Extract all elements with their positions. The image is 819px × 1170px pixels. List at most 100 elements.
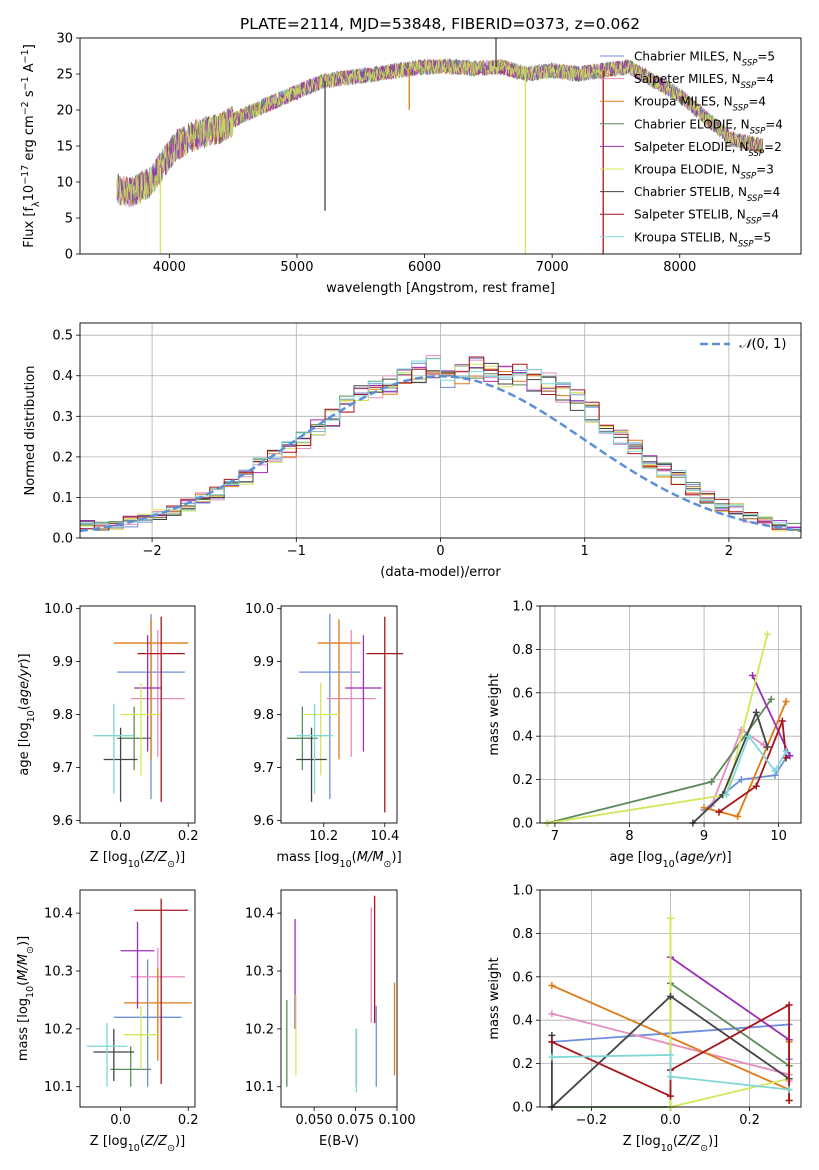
mass-weight-series-line <box>718 720 787 813</box>
legend-label: Chabrier STELIB, NSSP=4 <box>634 185 780 204</box>
y-axis-label-part: )] <box>17 653 32 663</box>
x-axis-label-part: ⊙ <box>384 859 392 870</box>
y-axis-label-part: −17 <box>20 165 31 185</box>
x-tick-label: 0.2 <box>178 829 199 844</box>
legend-label-n: =4 <box>763 185 781 199</box>
legend-label-sub: SSP <box>750 126 766 136</box>
mass-weight-marker <box>782 754 790 762</box>
x-axis-label-part: (data-model)/error <box>380 565 501 580</box>
x-axis-label-part: Z [log <box>90 850 128 865</box>
mass-weight-series-line <box>751 675 791 757</box>
y-tick-label: 9.8 <box>52 708 73 723</box>
legend-label-text: Kroupa ELODIE, N <box>634 163 741 177</box>
legend-label: Kroupa MILES, NSSP=4 <box>634 95 766 114</box>
mass-weight-marker <box>715 808 723 816</box>
legend-label-sub: SSP <box>738 239 754 249</box>
y-tick-label: 0.5 <box>52 329 73 344</box>
x-axis-label-part: )] <box>175 1134 185 1149</box>
y-tick-label: 1.0 <box>512 884 533 899</box>
x-tick-label: 7000 <box>536 260 569 275</box>
y-tick-label: 0.0 <box>52 532 73 547</box>
x-axis-label: E(B-V) <box>319 1134 359 1149</box>
x-axis-label-part: )] <box>392 850 402 865</box>
mass-weight-marker <box>548 1010 556 1018</box>
x-axis-label-part: Z [log <box>623 1134 661 1149</box>
x-axis-label-part: Z/Z <box>677 1134 701 1149</box>
axes-frame <box>79 322 802 539</box>
y-tick-label: 25 <box>56 68 73 83</box>
y-tick-label: 9.9 <box>253 655 274 670</box>
y-tick-label: 10.2 <box>44 1022 73 1037</box>
mass-weight-marker <box>752 708 760 716</box>
y-axis-label: mass weight <box>487 957 502 1039</box>
mass-weight-series-line <box>725 734 787 796</box>
legend-label-part: (0, 1) <box>751 337 786 352</box>
x-tick-label: 7 <box>551 829 559 844</box>
x-axis-label: (data-model)/error <box>380 565 501 580</box>
x-tick-label: 5000 <box>280 260 313 275</box>
mass-weight-marker <box>782 747 790 755</box>
x-axis-label-part: 10 <box>661 1143 673 1154</box>
residual-histogram-step <box>80 358 801 530</box>
legend-label: 𝒩(0, 1) <box>739 337 786 352</box>
axes-frame <box>280 889 398 1108</box>
mass-vs-metallicity-panel: 0.0 0.210.110.210.310.4Z [log10(Z/Z⊙)]mas… <box>16 889 199 1154</box>
x-tick-label: 0.2 <box>178 1113 199 1128</box>
y-axis-label: Flux [fλ10−17 erg cm−2 s−1 A−1] <box>20 44 42 248</box>
y-tick-label: 10.3 <box>44 965 73 980</box>
y-axis-label-part: age/yr <box>17 662 32 705</box>
axes-frame <box>79 605 196 824</box>
mass-weight-marker <box>737 776 745 784</box>
y-axis-label-part: 10 <box>26 710 37 722</box>
x-tick-label: 2 <box>725 544 733 559</box>
y-axis-label-part: Flux [f <box>22 207 37 248</box>
legend-label-n: =3 <box>756 163 774 177</box>
y-tick-label: 10.2 <box>245 1022 274 1037</box>
y-tick-label: 10.3 <box>245 965 274 980</box>
x-axis-label-part: E(B-V) <box>319 1134 359 1149</box>
x-tick-label: 8 <box>625 829 633 844</box>
y-tick-label: 10.4 <box>44 907 73 922</box>
x-tick-label: 9 <box>700 829 708 844</box>
x-axis-label-part: 10 <box>340 859 352 870</box>
legend-label-n: =2 <box>764 140 782 154</box>
y-axis-label-part: ( <box>17 705 32 710</box>
mass-weight-marker <box>548 1031 556 1039</box>
y-axis-label-part: mass weight <box>487 673 502 755</box>
mass-weight-marker <box>548 981 556 989</box>
legend-label-sub: SSP <box>741 81 757 91</box>
y-axis-label-part: −2 <box>20 101 31 115</box>
mass-weight-marker <box>782 697 790 705</box>
x-axis-label: Z [log10(Z/Z⊙)] <box>623 1134 718 1154</box>
legend-label-n: =4 <box>756 72 774 86</box>
x-tick-label: −2 <box>143 544 162 559</box>
x-tick-label: 0.0 <box>110 1113 131 1128</box>
y-tick-label: 0.6 <box>512 686 533 701</box>
x-tick-label: 0.100 <box>378 1113 415 1128</box>
y-tick-label: 5 <box>65 212 73 227</box>
x-tick-label: −1 <box>287 544 306 559</box>
x-axis-label-part: age [log <box>609 850 662 865</box>
y-tick-label: 9.7 <box>52 761 73 776</box>
y-axis-label-part: A <box>22 63 37 76</box>
y-tick-label: 30 <box>56 32 73 47</box>
y-tick-label: 0.2 <box>512 773 533 788</box>
legend-label-n: =4 <box>748 95 766 109</box>
y-tick-label: 10 <box>56 176 73 191</box>
x-tick-label: 4000 <box>153 260 186 275</box>
x-tick-label: 0.0 <box>660 1113 681 1128</box>
y-axis-label: mass weight <box>487 673 502 755</box>
x-tick-label: 10.4 <box>370 829 399 844</box>
spectrum-lines <box>116 38 764 254</box>
mass-weight-marker <box>767 695 775 703</box>
x-axis-label-part: ( <box>140 850 145 865</box>
y-tick-label: 0.0 <box>512 1101 533 1116</box>
mass-weight-marker <box>785 1086 793 1094</box>
x-axis-label-part: ⊙ <box>167 1143 175 1154</box>
x-tick-label: 1 <box>581 544 589 559</box>
legend-label-text: Chabrier MILES, N <box>634 50 742 64</box>
legend-label-text: Salpeter MILES, N <box>634 72 741 86</box>
y-tick-label: 0.6 <box>512 970 533 985</box>
y-tick-label: 0.0 <box>512 817 533 832</box>
y-tick-label: 0.2 <box>52 450 73 465</box>
